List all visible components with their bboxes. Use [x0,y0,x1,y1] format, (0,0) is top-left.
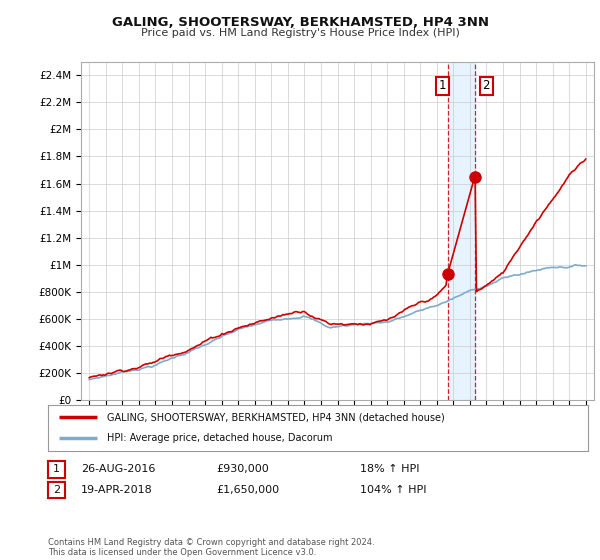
Text: Contains HM Land Registry data © Crown copyright and database right 2024.
This d: Contains HM Land Registry data © Crown c… [48,538,374,557]
Text: 26-AUG-2016: 26-AUG-2016 [81,464,155,474]
Bar [448,62,475,400]
Text: Price paid vs. HM Land Registry's House Price Index (HPI): Price paid vs. HM Land Registry's House … [140,28,460,38]
Text: £1,650,000: £1,650,000 [216,485,279,495]
Text: 1: 1 [53,464,60,474]
Text: 18% ↑ HPI: 18% ↑ HPI [360,464,419,474]
Text: £930,000: £930,000 [216,464,269,474]
Text: 19-APR-2018: 19-APR-2018 [81,485,153,495]
Text: HPI: Average price, detached house, Dacorum: HPI: Average price, detached house, Daco… [107,433,333,444]
Text: 104% ↑ HPI: 104% ↑ HPI [360,485,427,495]
Text: 1: 1 [439,80,446,92]
Text: 2: 2 [53,485,60,495]
Text: 2: 2 [482,80,490,92]
Text: GALING, SHOOTERSWAY, BERKHAMSTED, HP4 3NN: GALING, SHOOTERSWAY, BERKHAMSTED, HP4 3N… [112,16,488,29]
Text: GALING, SHOOTERSWAY, BERKHAMSTED, HP4 3NN (detached house): GALING, SHOOTERSWAY, BERKHAMSTED, HP4 3N… [107,412,445,422]
